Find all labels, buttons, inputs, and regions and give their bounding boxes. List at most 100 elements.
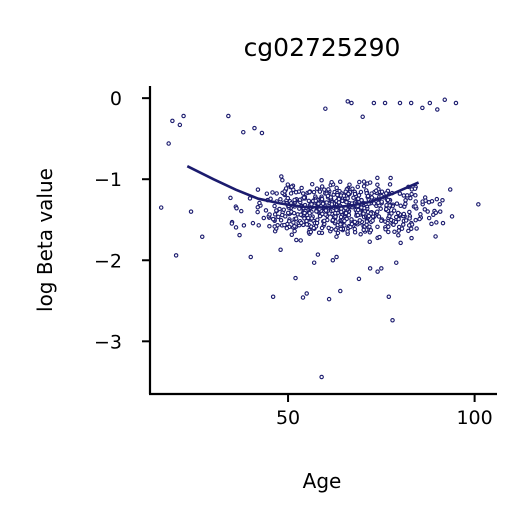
y-tick-label: −1: [94, 169, 122, 191]
data-point: [282, 222, 287, 228]
data-point: [393, 219, 399, 225]
data-point: [239, 208, 244, 214]
data-points: [158, 97, 481, 380]
data-point: [394, 201, 400, 206]
data-point: [301, 195, 307, 200]
data-point: [387, 203, 392, 208]
data-point: [234, 205, 239, 211]
data-point: [384, 206, 389, 212]
data-point: [393, 214, 399, 220]
data-point: [387, 182, 393, 187]
data-point: [319, 225, 325, 231]
data-point: [392, 229, 397, 235]
data-point: [293, 216, 299, 221]
data-point: [357, 218, 363, 223]
data-point: [326, 296, 332, 302]
data-point: [367, 266, 373, 271]
data-point: [395, 210, 401, 216]
data-point: [181, 113, 186, 119]
data-point: [323, 106, 328, 111]
data-point: [188, 209, 194, 214]
data-point: [300, 295, 306, 300]
data-point: [233, 225, 239, 230]
data-point: [334, 234, 339, 239]
data-point: [279, 212, 285, 218]
data-point: [305, 215, 311, 221]
data-point: [433, 210, 439, 215]
data-point: [241, 223, 247, 228]
data-point: [376, 200, 381, 206]
data-point: [284, 225, 290, 231]
data-point: [158, 205, 164, 210]
data-point: [413, 204, 418, 209]
data-point: [166, 141, 171, 146]
data-point: [350, 186, 355, 192]
data-point: [278, 196, 283, 202]
data-point: [272, 203, 277, 209]
data-point: [228, 195, 233, 201]
data-point: [324, 200, 329, 205]
data-point: [409, 191, 414, 197]
data-point: [386, 229, 391, 235]
data-point: [374, 209, 380, 214]
data-point: [379, 266, 384, 271]
data-point: [326, 225, 331, 231]
data-point: [309, 181, 315, 187]
data-point: [375, 182, 380, 187]
data-point: [304, 222, 310, 227]
data-point: [382, 100, 388, 106]
data-point: [440, 198, 445, 203]
data-point: [423, 198, 428, 203]
data-point: [447, 187, 453, 192]
data-point: [241, 129, 246, 135]
data-point: [311, 225, 317, 231]
data-point: [291, 210, 297, 216]
data-point: [326, 187, 331, 192]
data-point: [229, 221, 235, 226]
data-point: [352, 219, 358, 225]
data-point: [398, 240, 403, 246]
data-point: [315, 252, 321, 257]
data-point: [358, 231, 363, 237]
data-point: [299, 185, 304, 191]
data-point: [409, 235, 414, 241]
data-point: [403, 218, 409, 223]
data-point: [413, 193, 418, 198]
data-point: [360, 114, 365, 120]
data-point: [389, 211, 394, 216]
data-point: [370, 218, 375, 223]
data-point: [250, 220, 256, 226]
data-point: [338, 288, 343, 294]
y-tick-label: −2: [94, 250, 122, 272]
data-point: [408, 100, 414, 106]
data-point: [292, 223, 297, 229]
data-point: [379, 218, 384, 223]
data-point: [345, 99, 350, 104]
data-point: [281, 207, 287, 212]
data-point: [422, 207, 428, 212]
data-point: [255, 205, 261, 210]
data-point: [367, 239, 372, 245]
data-point: [285, 210, 291, 216]
data-point: [352, 191, 358, 197]
data-point: [280, 177, 285, 183]
data-point: [396, 233, 401, 238]
trend-line-group: [186, 165, 420, 209]
data-point: [267, 212, 272, 217]
data-point: [476, 202, 481, 207]
chart-title: cg02725290: [244, 33, 401, 62]
data-point: [345, 196, 350, 201]
data-point: [399, 226, 405, 231]
data-point: [414, 226, 419, 231]
data-point: [356, 276, 362, 282]
y-tick-label: −3: [94, 331, 122, 353]
data-point: [292, 228, 297, 234]
data-point: [426, 215, 432, 221]
data-point: [314, 209, 319, 214]
data-point: [322, 218, 327, 224]
x-axis-label: Age: [303, 469, 342, 493]
data-point: [427, 100, 433, 106]
data-point: [298, 238, 303, 243]
data-point: [346, 191, 351, 197]
